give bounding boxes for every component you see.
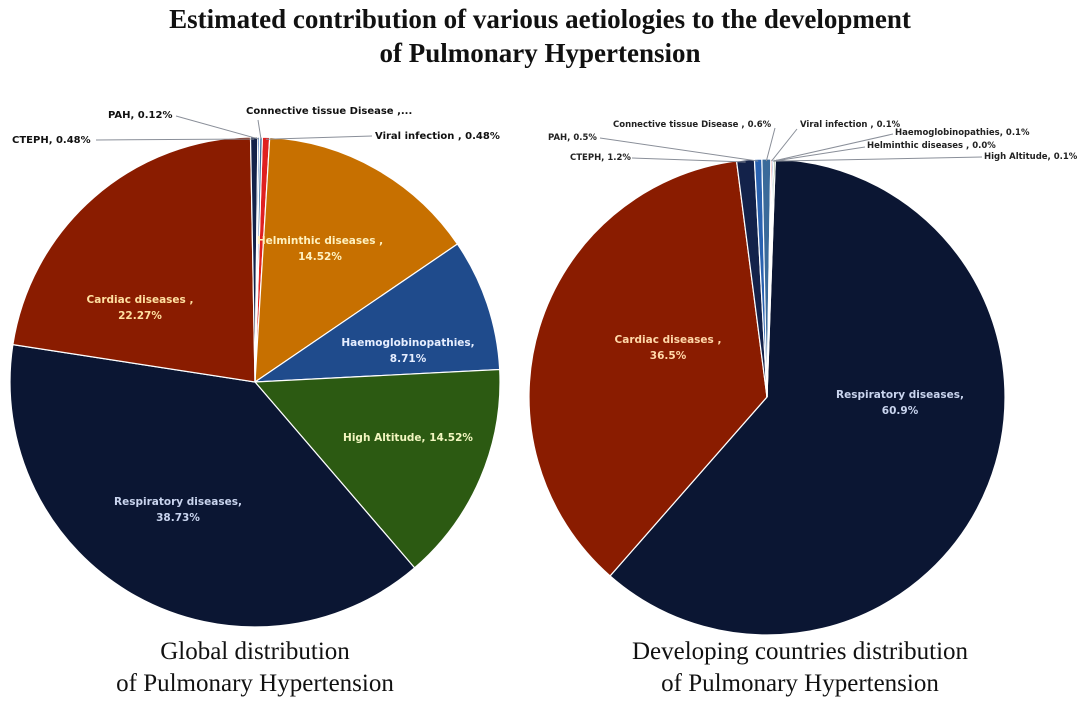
global-label-haemoglobinopathies: Haemoglobinopathies, 8.71% <box>341 337 474 365</box>
developing-label-helminthic: Helminthic diseases , 0.0% <box>867 141 996 151</box>
developing-label-viral: Viral infection , 0.1% <box>800 120 901 130</box>
developing-label-cardiac-line2: 36.5% <box>650 350 687 362</box>
global-label-helminthic-line2: 14.52% <box>298 251 342 263</box>
global-label-viral: Viral infection , 0.48% <box>375 131 500 142</box>
developing-label-cardiac: Cardiac diseases , 36.5% <box>615 334 722 362</box>
developing-slice-cardiac <box>528 160 768 577</box>
global-slice-helminthic <box>254 136 459 384</box>
developing-label-high_altitude: High Altitude, 0.1% <box>984 152 1078 162</box>
developing-leader-high_altitude <box>774 156 983 162</box>
global-label-respiratory-line1: Respiratory diseases, <box>114 496 242 508</box>
global-label-connective: Connective tissue Disease ,... <box>246 106 412 117</box>
global-slice-respiratory <box>9 343 416 628</box>
global-leader-pah <box>175 115 259 140</box>
developing-leader-cteph <box>631 157 746 163</box>
global-slice-cardiac <box>12 136 256 383</box>
title-line-2: of Pulmonary Hypertension <box>379 38 701 68</box>
global-label-high_altitude-line1: High Altitude, 14.52% <box>343 432 473 444</box>
global-pie: Viral infection , 0.48% Helminthic diseas… <box>9 106 501 628</box>
global-label-haemoglobinopathies-line1: Haemoglobinopathies, <box>341 337 474 349</box>
developing-leader-pah <box>599 137 759 162</box>
developing-label-cteph: CTEPH, 1.2% <box>570 153 631 163</box>
global-label-cardiac-line1: Cardiac diseases , <box>87 294 194 306</box>
global-slice-high_altitude <box>253 368 501 569</box>
developing-label-haemoglobinopathies: Haemoglobinopathies, 0.1% <box>895 128 1030 138</box>
developing-label-respiratory-line1: Respiratory diseases, <box>836 389 964 401</box>
global-label-haemoglobinopathies-line2: 8.71% <box>390 353 427 365</box>
developing-leader-viral <box>771 128 798 162</box>
figure-title: Estimated contribution of various aetiol… <box>0 2 1080 70</box>
global-label-respiratory: Respiratory diseases, 38.73% <box>114 496 242 524</box>
developing-label-respiratory-line2: 60.9% <box>882 405 919 417</box>
developing-caption: Developing countries distribution of Pul… <box>550 636 1050 700</box>
developing-label-connective: Connective tissue Disease , 0.6% <box>613 120 772 130</box>
developing-label-pah: PAH, 0.5% <box>548 133 597 143</box>
global-caption: Global distribution of Pulmonary Hyperte… <box>20 636 490 700</box>
developing-leader-connective <box>765 127 776 162</box>
global-label-respiratory-line2: 38.73% <box>156 512 200 524</box>
developing-slice-respiratory <box>609 158 1006 636</box>
global-label-cardiac: Cardiac diseases , 22.27% <box>87 294 194 322</box>
developing-label-cardiac-line1: Cardiac diseases , <box>615 334 722 346</box>
global-caption-line-1: Global distribution <box>160 638 350 665</box>
global-leader-viral <box>265 135 373 140</box>
developing-leader-haemoglobinopathies <box>772 133 894 162</box>
global-label-cardiac-line2: 22.27% <box>118 310 162 322</box>
global-leader-connective <box>257 119 262 140</box>
global-label-helminthic-line1: Helminthic diseases , <box>257 235 383 247</box>
global-slice-haemoglobinopathies <box>252 243 501 383</box>
global-label-high_altitude: High Altitude, 14.52% <box>343 432 473 444</box>
developing-caption-line-2: of Pulmonary Hypertension <box>661 670 939 697</box>
global-label-helminthic: Helminthic diseases , 14.52% <box>257 235 383 263</box>
global-label-pah: PAH, 0.12% <box>108 110 173 121</box>
developing-caption-line-1: Developing countries distribution <box>631 638 969 665</box>
developing-label-respiratory: Respiratory diseases, 60.9% <box>836 389 964 417</box>
developing-pie: Respiratory diseases, 60.9% Cardiac diseas… <box>528 120 1078 636</box>
global-caption-line-2: of Pulmonary Hypertension <box>116 670 394 697</box>
global-leader-cteph <box>95 138 255 141</box>
title-line-1: Estimated contribution of various aetiol… <box>169 4 911 34</box>
global-label-cteph: CTEPH, 0.48% <box>12 135 91 146</box>
developing-leader-helminthic <box>773 146 866 162</box>
developing-slice-high_altitude <box>766 158 776 398</box>
